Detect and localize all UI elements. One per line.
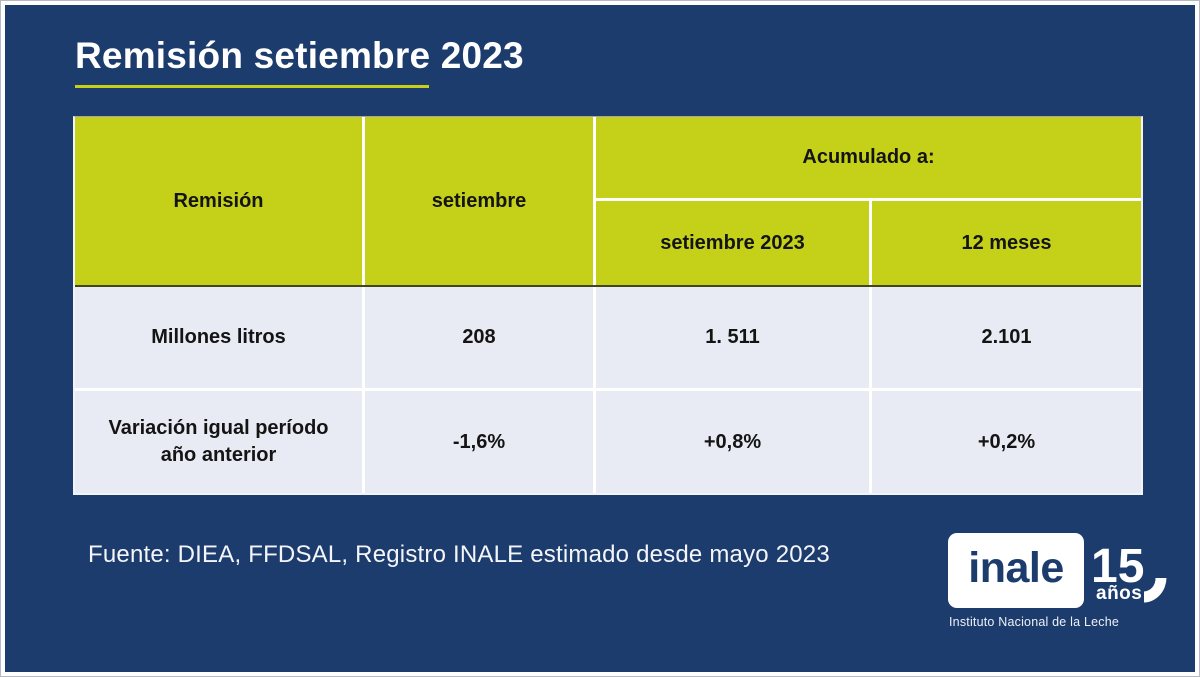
table-cell-variacion-setiembre: -1,6%: [365, 391, 593, 493]
table-cell-millones-acum-12-meses: 2.101: [872, 287, 1141, 388]
title-underline: [75, 85, 429, 88]
source-note: Fuente: DIEA, FFDSAL, Registro INALE est…: [88, 541, 830, 568]
remission-table: Remisión setiembre Acumulado a: setiembr…: [73, 116, 1143, 495]
inale-logo-wordmark: inale: [968, 544, 1064, 592]
table-subheader-12-meses: 12 meses: [872, 201, 1141, 285]
comma-swoosh-icon: [1144, 578, 1167, 603]
table-subheader-setiembre-2023: setiembre 2023: [596, 201, 869, 285]
table-header-setiembre: setiembre: [365, 117, 593, 285]
header-divider-line: [75, 285, 1141, 287]
anniversary-unit: años: [1096, 583, 1143, 604]
table-header-acumulado: Acumulado a:: [596, 117, 1141, 198]
table-row-label-variacion: Variación igual período año anterior: [75, 391, 362, 493]
table-cell-variacion-acum-12-meses: +0,2%: [872, 391, 1141, 493]
slide-canvas: Remisión setiembre 2023 Remisión setiemb…: [5, 5, 1195, 672]
inale-logo: inale: [948, 533, 1084, 608]
table-cell-variacion-acum-setiembre-2023: +0,8%: [596, 391, 869, 493]
table-row-label-millones-litros: Millones litros: [75, 287, 362, 388]
inale-tagline: Instituto Nacional de la Leche: [949, 615, 1119, 629]
anniversary-number: 15: [1091, 540, 1145, 593]
table-cell-millones-setiembre: 208: [365, 287, 593, 388]
table-header-remision: Remisión: [75, 117, 362, 285]
table-cell-millones-acum-setiembre-2023: 1. 511: [596, 287, 869, 388]
page-title: Remisión setiembre 2023: [75, 35, 524, 76]
